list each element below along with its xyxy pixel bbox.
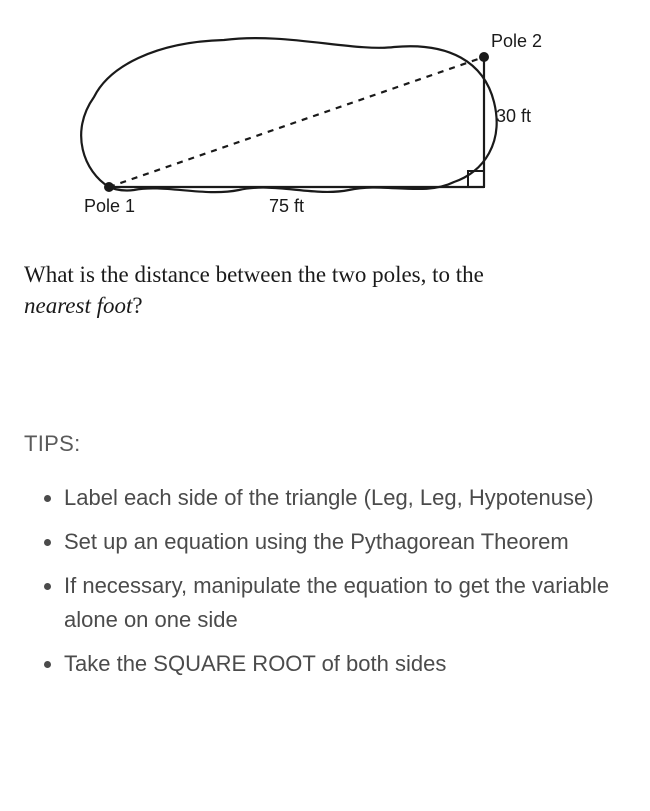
list-item: Take the SQUARE ROOT of both sides bbox=[64, 647, 626, 681]
question-line2-tail: ? bbox=[132, 293, 142, 318]
pole2-label: Pole 2 bbox=[491, 31, 542, 51]
pond-diagram: Pole 1 Pole 2 30 ft 75 ft bbox=[54, 12, 574, 232]
question-line2-italic: nearest foot bbox=[24, 293, 132, 318]
pond-outline bbox=[81, 38, 496, 192]
tips-list: Label each side of the triangle (Leg, Le… bbox=[24, 481, 626, 681]
question-text: What is the distance between the two pol… bbox=[24, 259, 626, 321]
question-line1: What is the distance between the two pol… bbox=[24, 262, 484, 287]
diagram-container: Pole 1 Pole 2 30 ft 75 ft bbox=[54, 12, 574, 237]
right-side-length-label: 30 ft bbox=[496, 106, 531, 126]
pole1-dot bbox=[104, 182, 114, 192]
tips-heading: TIPS: bbox=[24, 431, 626, 457]
pole2-dot bbox=[479, 52, 489, 62]
pole1-label: Pole 1 bbox=[84, 196, 135, 216]
list-item: Set up an equation using the Pythagorean… bbox=[64, 525, 626, 559]
list-item: If necessary, manipulate the equation to… bbox=[64, 569, 626, 637]
base-length-label: 75 ft bbox=[269, 196, 304, 216]
triangle-hypotenuse bbox=[109, 57, 484, 187]
list-item: Label each side of the triangle (Leg, Le… bbox=[64, 481, 626, 515]
worksheet-page: Pole 1 Pole 2 30 ft 75 ft What is the di… bbox=[0, 0, 650, 811]
